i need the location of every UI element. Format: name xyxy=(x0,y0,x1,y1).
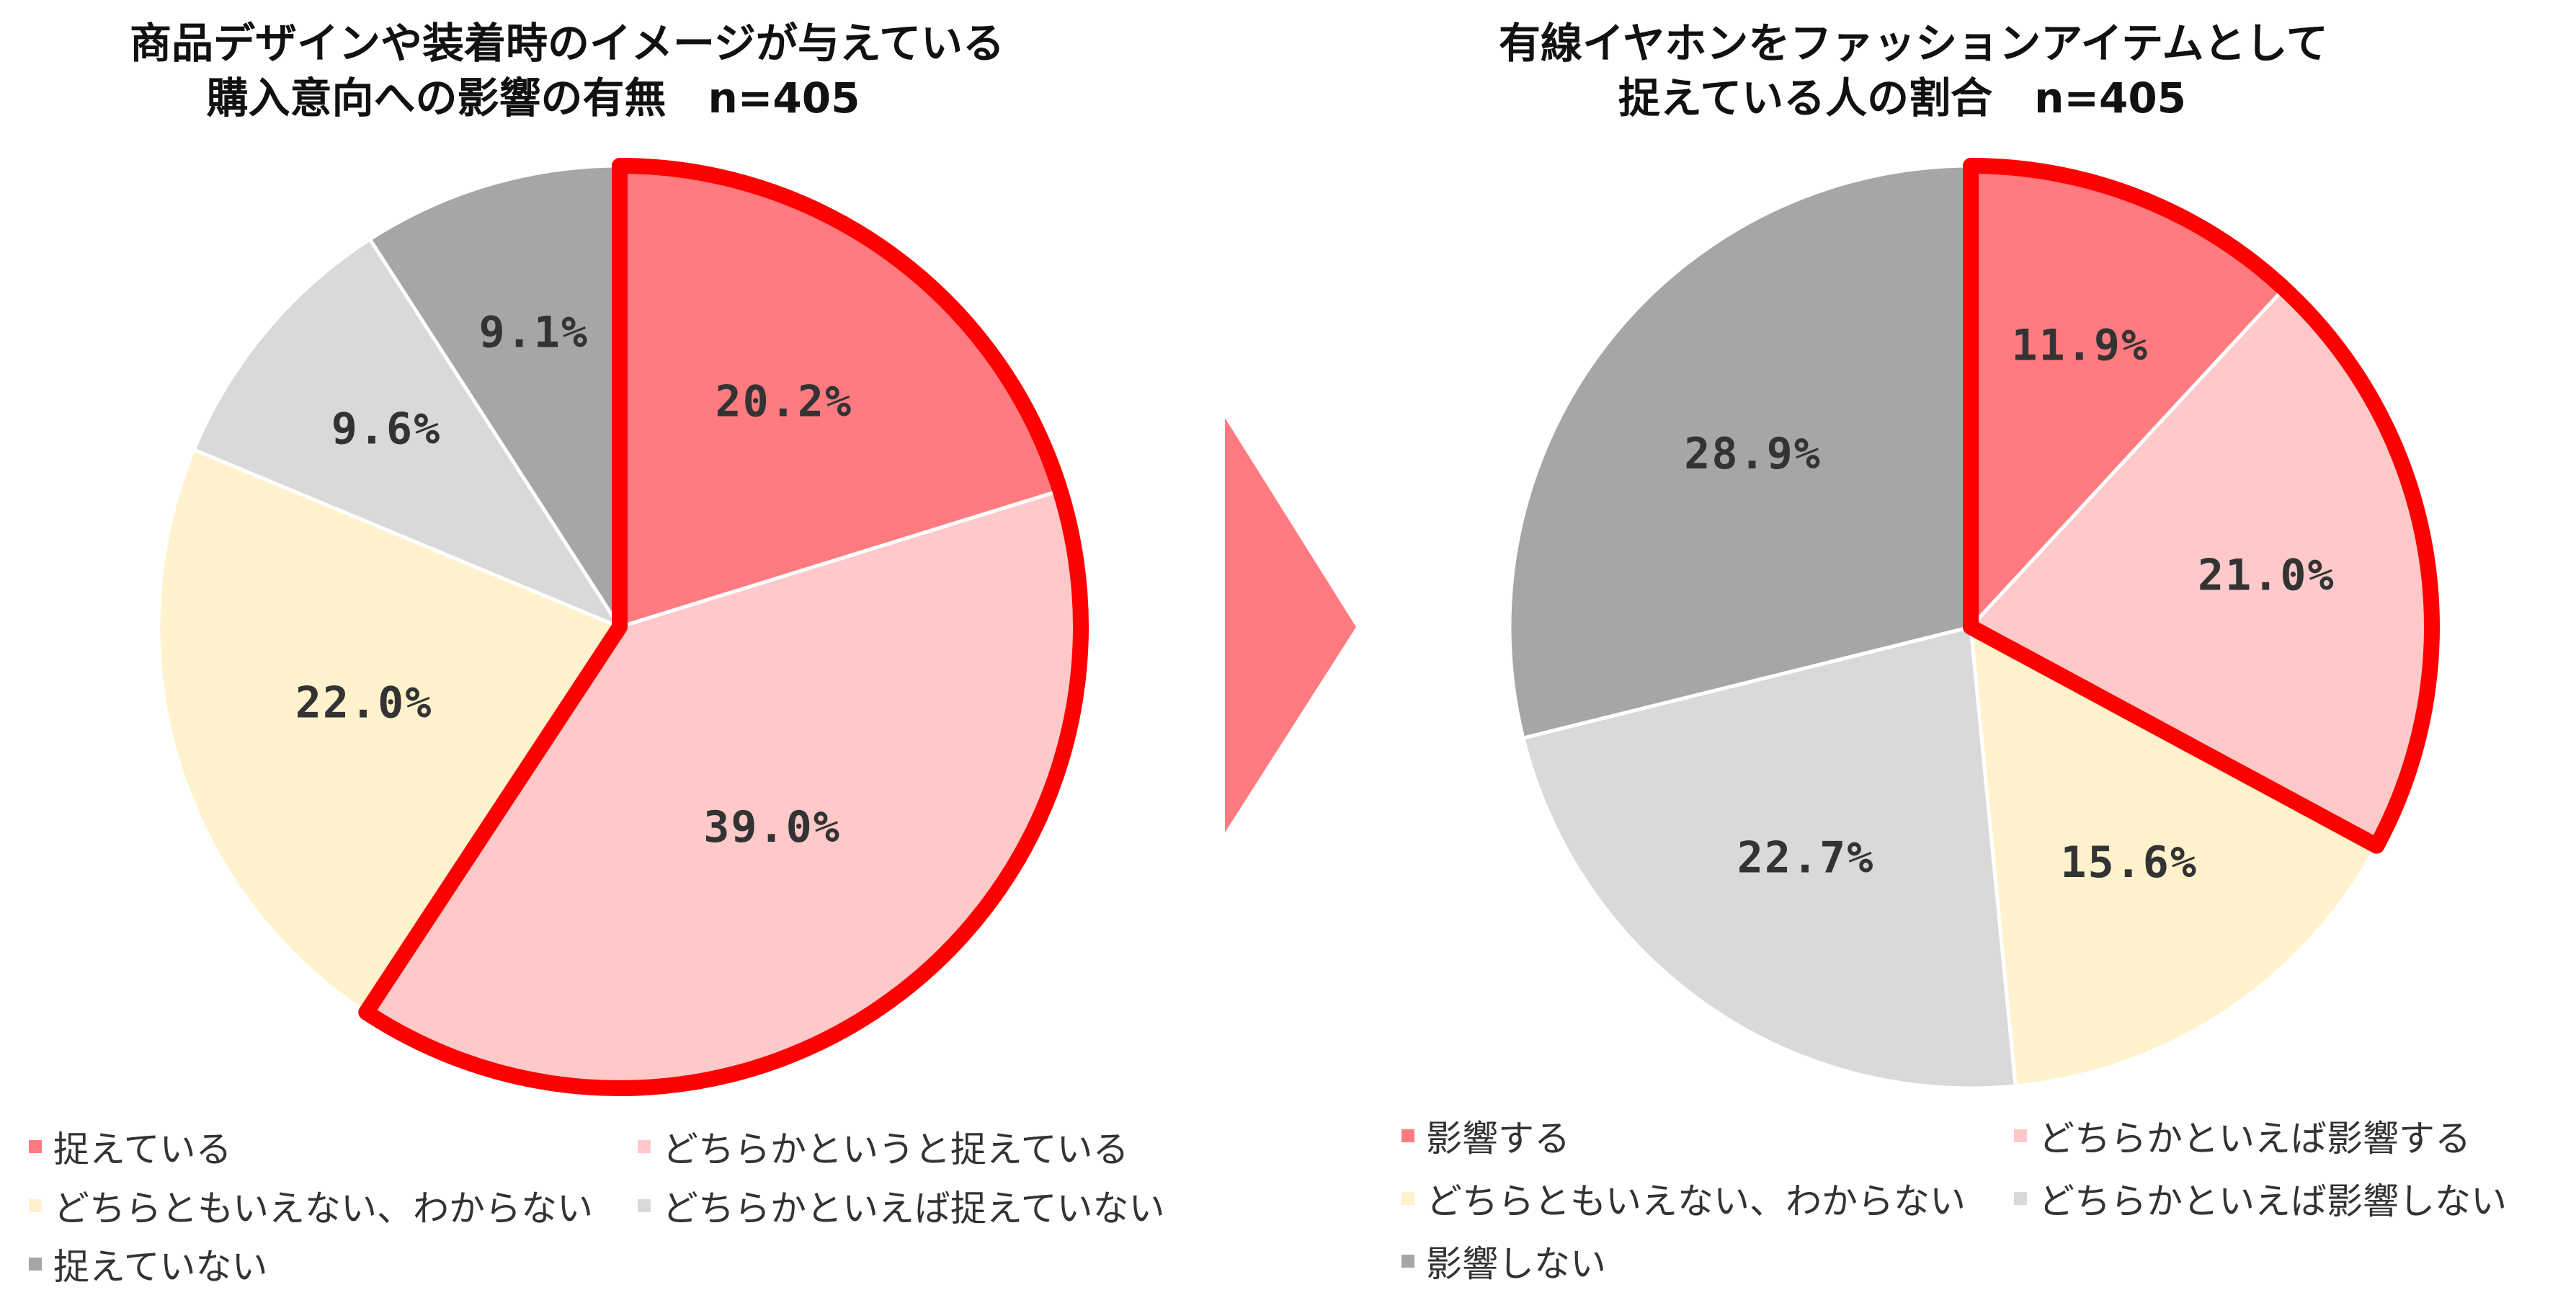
pie-slice xyxy=(1520,624,2018,1090)
slice-value-label: 20.2% xyxy=(716,377,853,427)
legend-item: 影響しない xyxy=(1401,1235,1606,1287)
legend-item: 捉えている xyxy=(29,1121,232,1173)
slice-value-label: 21.0% xyxy=(2198,550,2335,600)
chart-title-right-line1: 有線イヤホンをファッションアイテムとして xyxy=(1499,19,2328,68)
slice-value-label: 22.7% xyxy=(1737,833,1875,884)
slice-value-label: 22.0% xyxy=(295,677,433,728)
chart-title-left-line2: 購入意向への影響の有無 n=405 xyxy=(206,74,860,123)
chart-title-right: 有線イヤホンをファッションアイテムとして 捉えている人の割合 n=405 xyxy=(1499,16,2328,125)
legend-swatch xyxy=(1401,1192,1414,1205)
legend-item: どちらともいえない、わからない xyxy=(1401,1173,1966,1224)
chart-title-right-line2: 捉えている人の割合 n=405 xyxy=(1618,74,2187,123)
pie-slice xyxy=(191,236,625,631)
slice-value-label: 9.1% xyxy=(479,307,589,357)
legend-item: どちらかというと捉えている xyxy=(638,1121,1129,1173)
pie-chart-left: 20.2% 39.0% 22.0% 9.6% 9.1% xyxy=(156,158,1089,1096)
legend-swatch xyxy=(29,1140,42,1153)
pie-slice xyxy=(367,164,622,633)
legend-swatch xyxy=(29,1199,42,1212)
legend-item: どちらかといえば捉えていない xyxy=(638,1180,1165,1232)
highlight-outline xyxy=(358,158,1089,1096)
legend-item: どちらともいえない、わからない xyxy=(29,1180,593,1232)
highlight-outline xyxy=(1963,158,2440,854)
pie-slice xyxy=(1969,623,2379,1088)
legend-swatch xyxy=(638,1199,651,1212)
pie-slice xyxy=(1507,164,1973,741)
legend-label: どちらかというと捉えている xyxy=(662,1129,1129,1170)
legend-item: どちらかといえば影響する xyxy=(2014,1110,2471,1162)
legend-swatch xyxy=(2014,1129,2027,1142)
slice-value-label: 15.6% xyxy=(2060,837,2198,888)
legend-label: どちらかといえば捉えていない xyxy=(662,1188,1165,1229)
legend-swatch xyxy=(1401,1129,1414,1142)
legend-label: どちらともいえない、わからない xyxy=(53,1188,593,1229)
pie-slice xyxy=(156,447,623,1015)
legend-item: 捉えていない xyxy=(29,1238,268,1290)
slice-value-label: 28.9% xyxy=(1684,429,1822,479)
legend-label: 捉えていない xyxy=(53,1246,268,1288)
pie-chart-right: 11.9% 21.0% 15.6% 22.7% 28.9% xyxy=(1507,158,2440,1090)
legend-label: どちらかといえば影響する xyxy=(2038,1118,2471,1160)
legend-label: 影響しない xyxy=(1426,1243,1606,1285)
chart-title-left-line1: 商品デザインや装着時のイメージが与えている xyxy=(130,19,1004,68)
legend-swatch xyxy=(2014,1192,2027,1205)
legend-item: 影響する xyxy=(1401,1110,1570,1162)
legend-swatch xyxy=(1401,1255,1414,1268)
legend-swatch xyxy=(29,1258,42,1271)
legend-item: どちらかといえば影響しない xyxy=(2014,1173,2507,1224)
arrow-right-icon xyxy=(1225,418,1356,832)
slice-value-label: 9.6% xyxy=(331,404,442,455)
legend-label: どちらともいえない、わからない xyxy=(1426,1180,1966,1222)
legend-label: 捉えている xyxy=(53,1129,232,1170)
legend-label: 影響する xyxy=(1426,1118,1570,1160)
slice-value-label: 11.9% xyxy=(2011,320,2149,370)
chart-title-left: 商品デザインや装着時のイメージが与えている 購入意向への影響の有無 n=405 xyxy=(130,16,1004,125)
legend-swatch xyxy=(638,1140,651,1153)
legend-label: どちらかといえば影響しない xyxy=(2038,1180,2507,1222)
slice-value-label: 39.0% xyxy=(703,802,841,853)
